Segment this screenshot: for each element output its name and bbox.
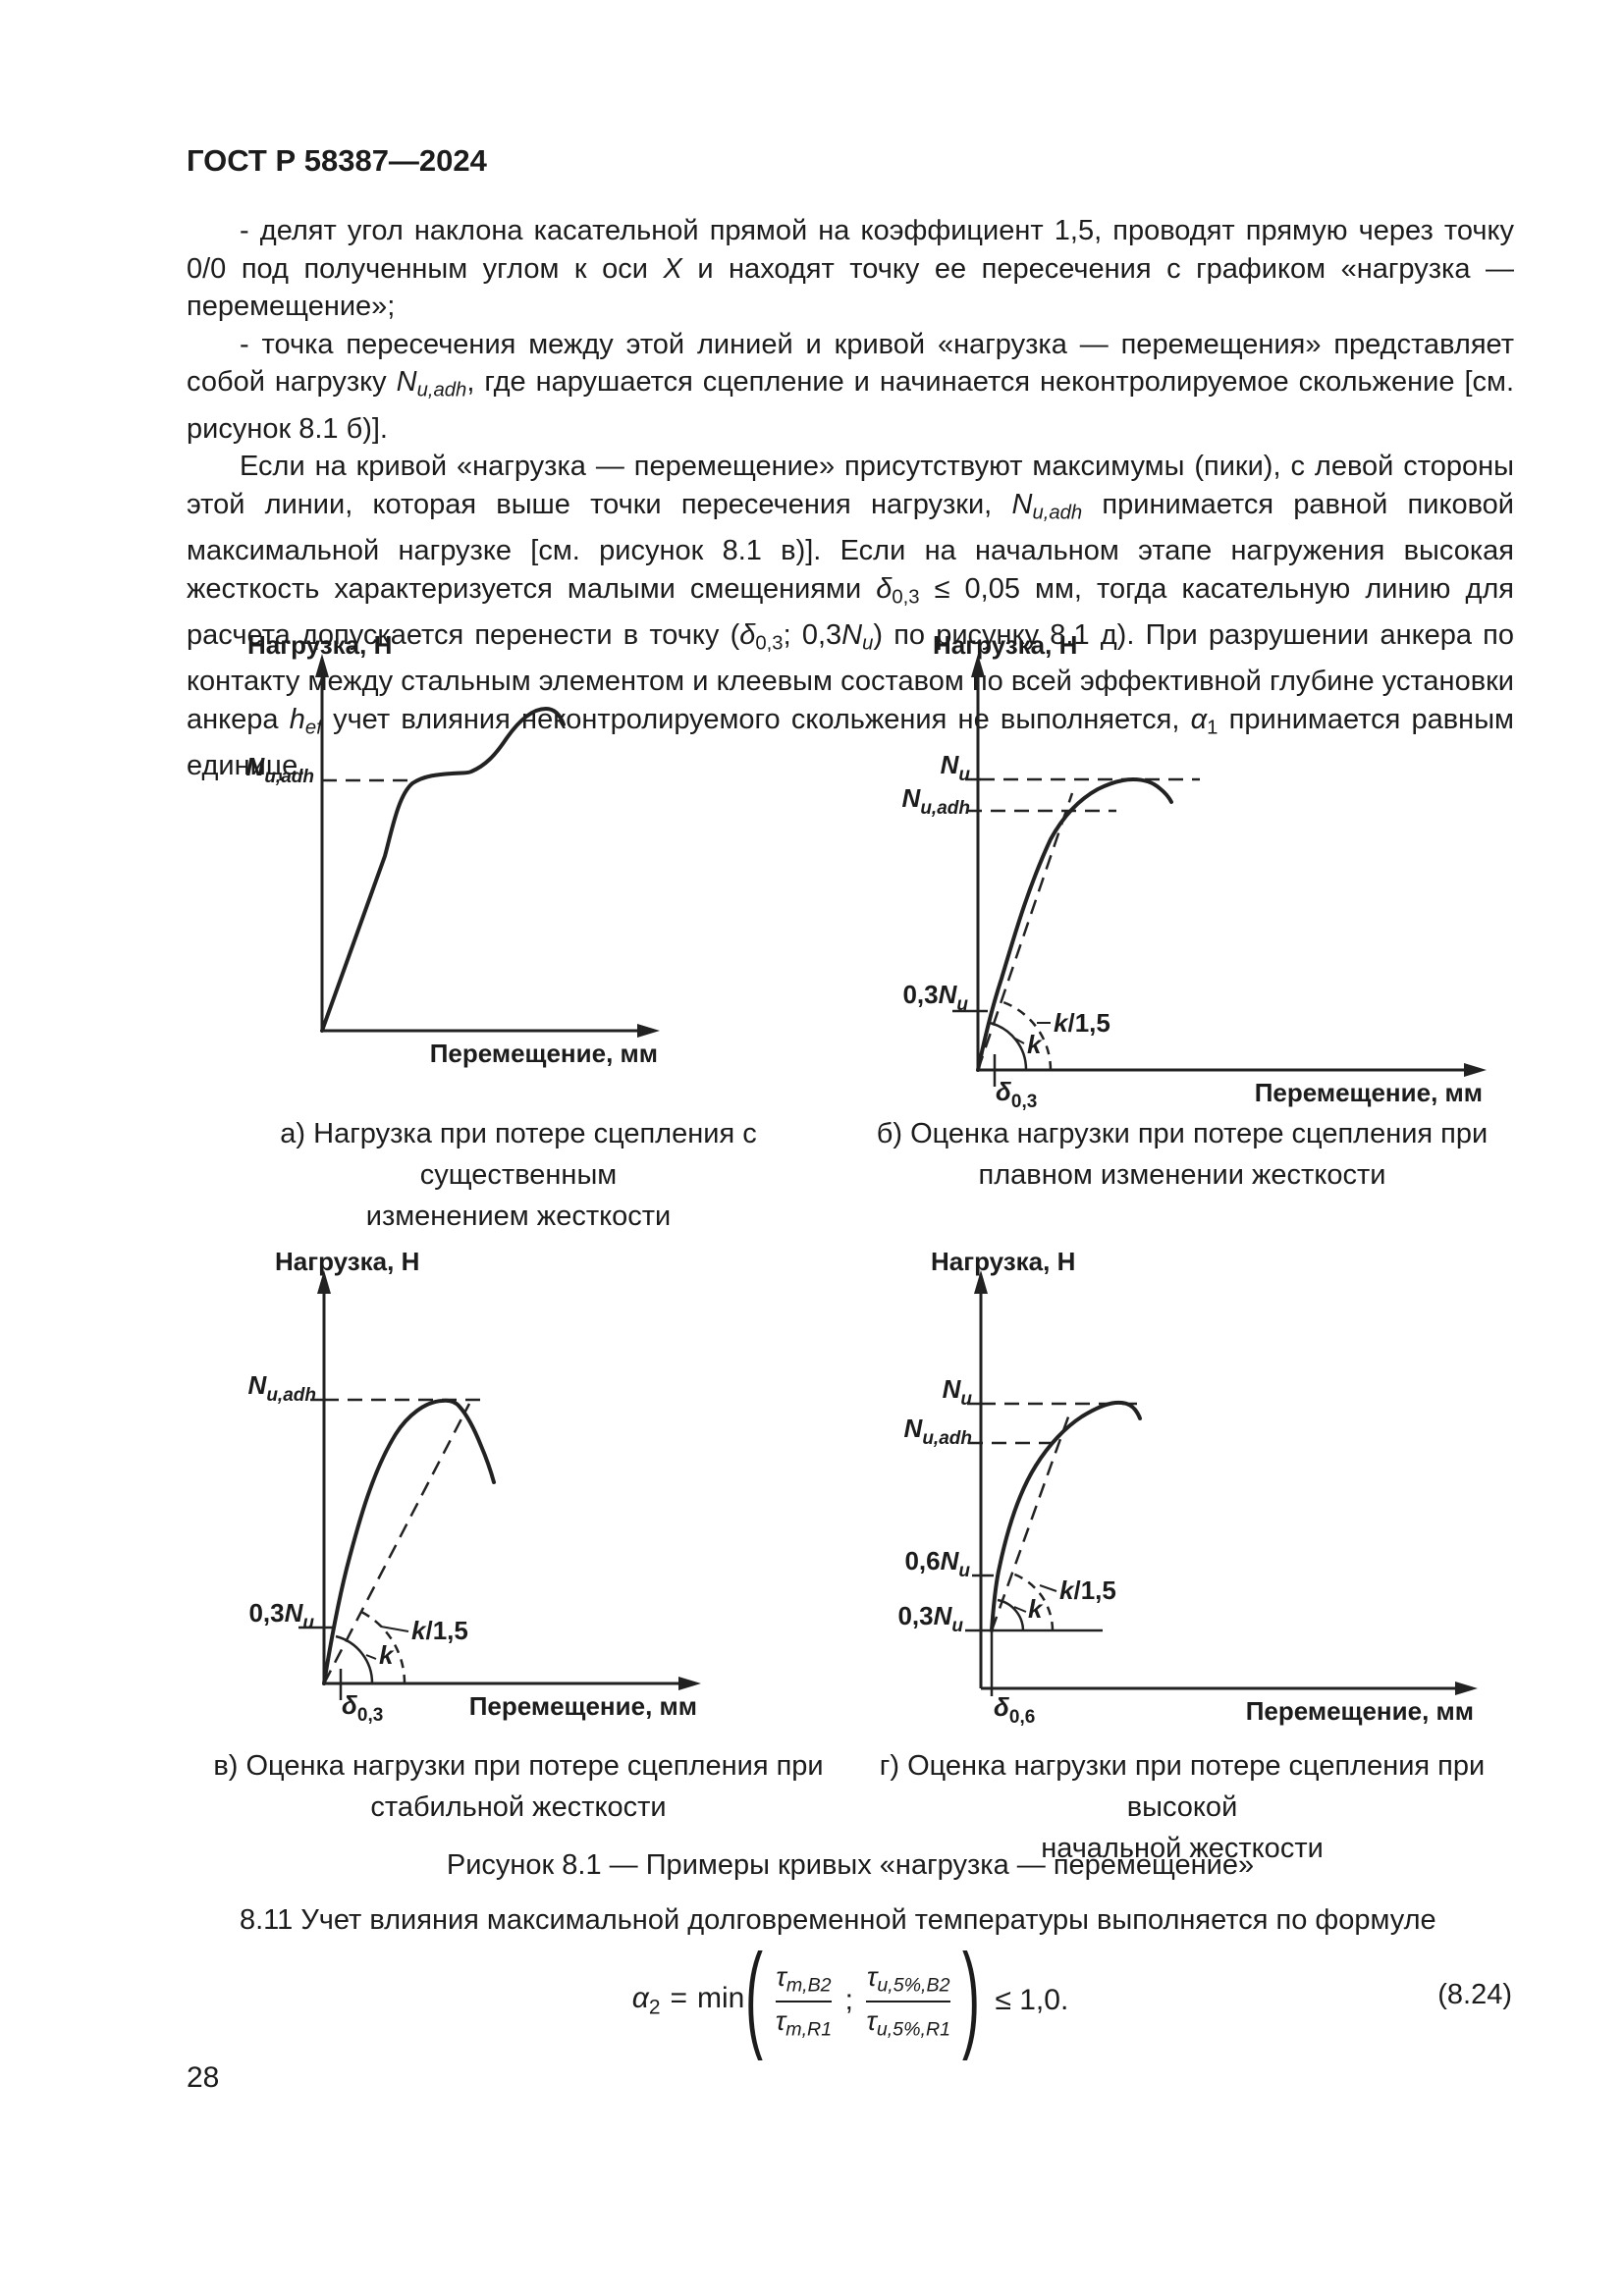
paragraph-2: - точка пересечения между этой линией и … <box>187 328 1515 445</box>
k-label: k <box>1028 1594 1044 1624</box>
y-axis-arrow-icon <box>971 654 985 677</box>
caption-b: б) Оценка нагрузки при потере сцепления … <box>850 1113 1514 1196</box>
fraction-2-denominator: τu,5%,R1 <box>866 2000 950 2042</box>
chart-b: Нагрузка, Н Перемещение, мм Nu Nu,adh 0,… <box>902 630 1487 1112</box>
nuadh-label: Nu,adh <box>904 1414 972 1449</box>
load-displacement-curve <box>322 1398 496 1685</box>
k-angle-arc <box>335 1634 374 1684</box>
k15-label: k/1,5 <box>1054 1008 1110 1038</box>
nuadh-label: Nu,adh <box>902 783 970 819</box>
fraction-2-numerator: τu,5%,B2 <box>866 1960 950 1996</box>
paragraph-1: - делят угол наклона касательной прямой … <box>187 215 1514 323</box>
caption-b-line2: плавном изменении жесткости <box>978 1159 1386 1191</box>
equals-sign: = <box>670 1981 688 2014</box>
y-axis-label: Нагрузка, Н <box>247 630 392 660</box>
formula-lhs: α2 = min <box>632 1982 745 2019</box>
caption-g-line2: начальной жесткости <box>1041 1833 1324 1864</box>
load-displacement-curve <box>990 1400 1142 1632</box>
nuadh-label: Nu,adh <box>248 1370 316 1406</box>
fraction-2: τu,5%,B2 τu,5%,R1 <box>863 1960 954 2042</box>
n03-label: 0,3Nu <box>897 1601 963 1636</box>
k-leader <box>365 1654 377 1660</box>
alpha-symbol: α <box>631 1981 649 2014</box>
y-axis-label: Нагрузка, Н <box>275 1247 419 1276</box>
caption-b-line1: б) Оценка нагрузки при потере сцепления … <box>876 1118 1489 1149</box>
caption-v-line2: стабильной жесткости <box>370 1791 667 1823</box>
k-label: k <box>379 1640 395 1670</box>
body-text: - делят угол наклона касательной прямой … <box>187 212 1514 785</box>
caption-v: в) Оценка нагрузки при потере сцепления … <box>187 1745 850 1828</box>
caption-g: г) Оценка нагрузки при потере сцепления … <box>850 1745 1514 1869</box>
figure-title: Рисунок 8.1 — Примеры кривых «нагрузка —… <box>446 1849 1255 1881</box>
formula-8-24: α2 = min ( τm,B2 τm,R1 ; τu,5%,B2 τu,5%,R1… <box>187 1930 1514 2061</box>
caption-a-line1: а) Нагрузка при потере сцепления с сущес… <box>280 1118 757 1191</box>
page-number: 28 <box>187 2061 220 2094</box>
load-displacement-curve <box>976 776 1173 1072</box>
section-8-11: 8.11 Учет влияния максимальной долговрем… <box>240 1904 1436 1936</box>
leq-condition: ≤ 1,0. <box>995 1984 1069 2016</box>
k-label: k <box>1027 1030 1043 1059</box>
k15-slope-line <box>990 1411 1072 1631</box>
min-operator: min <box>697 1981 745 2014</box>
k15-leader <box>1039 1584 1057 1592</box>
k15-angle-arc <box>1011 1572 1055 1631</box>
semicolon: ; <box>844 1984 853 2016</box>
y-axis-arrow-icon <box>317 1270 331 1294</box>
n03-label: 0,3Nu <box>248 1598 314 1633</box>
fraction-1: τm,B2 τm,R1 <box>772 1960 835 2042</box>
x-axis-arrow-icon <box>1464 1063 1487 1077</box>
x-axis-arrow-icon <box>1455 1682 1478 1695</box>
x-axis-label: Перемещение, мм <box>1255 1078 1483 1107</box>
nuadh-label: Nu,adh <box>246 752 314 787</box>
k15-slope-line <box>322 1403 471 1684</box>
chart-v: Нагрузка, Н Перемещение, мм Nu,adh 0,3Nu… <box>248 1247 701 1726</box>
caption-g-line1: г) Оценка нагрузки при потере сцепления … <box>879 1750 1486 1823</box>
k15-label: k/1,5 <box>411 1616 468 1645</box>
fraction-1-numerator: τm,B2 <box>776 1960 832 1996</box>
close-paren: ) <box>962 1930 981 2061</box>
x-axis-arrow-icon <box>637 1024 660 1038</box>
y-axis-arrow-icon <box>315 654 329 677</box>
y-axis-arrow-icon <box>974 1270 988 1294</box>
open-paren: ( <box>745 1930 764 2061</box>
fraction-1-denominator: τm,R1 <box>775 2000 833 2042</box>
alpha-subscript: 2 <box>648 1996 661 2019</box>
caption-v-line1: в) Оценка нагрузки при потере сцепления … <box>213 1750 824 1782</box>
delta03-label: δ0,3 <box>342 1690 383 1726</box>
k-leader <box>1014 1038 1025 1044</box>
n06-label: 0,6Nu <box>904 1546 970 1581</box>
chart-g: Нагрузка, Н Перемещение, мм Nu Nu,adh 0,… <box>897 1247 1478 1728</box>
x-axis-label: Перемещение, мм <box>430 1039 658 1068</box>
n03-label: 0,3Nu <box>902 980 968 1015</box>
y-axis-label: Нагрузка, Н <box>933 630 1077 660</box>
delta03-label: δ0,3 <box>996 1077 1037 1112</box>
paragraph-3: Если на кривой «нагрузка — перемещение» … <box>187 451 1515 782</box>
doc-header: ГОСТ Р 58387—2024 <box>187 143 487 178</box>
k15-angle-arc <box>1000 999 1053 1071</box>
k15-label: k/1,5 <box>1059 1575 1116 1605</box>
x-axis-label: Перемещение, мм <box>1246 1696 1474 1726</box>
k-angle-arc <box>997 1598 1025 1631</box>
x-axis-label: Перемещение, мм <box>469 1691 697 1721</box>
equation-number: (8.24) <box>1437 1979 1512 2010</box>
x-axis-arrow-icon <box>678 1677 701 1690</box>
k15-leader <box>380 1626 409 1632</box>
chart-a: Нагрузка, Н Перемещение, мм Nu,adh <box>246 630 660 1068</box>
delta06-label: δ0,6 <box>994 1692 1035 1728</box>
caption-a: а) Нагрузка при потере сцепления с сущес… <box>187 1113 850 1237</box>
caption-a-line2: изменением жесткости <box>365 1201 672 1232</box>
load-displacement-curve <box>320 706 566 1033</box>
k-leader <box>1013 1606 1027 1613</box>
y-axis-label: Нагрузка, Н <box>931 1247 1075 1276</box>
